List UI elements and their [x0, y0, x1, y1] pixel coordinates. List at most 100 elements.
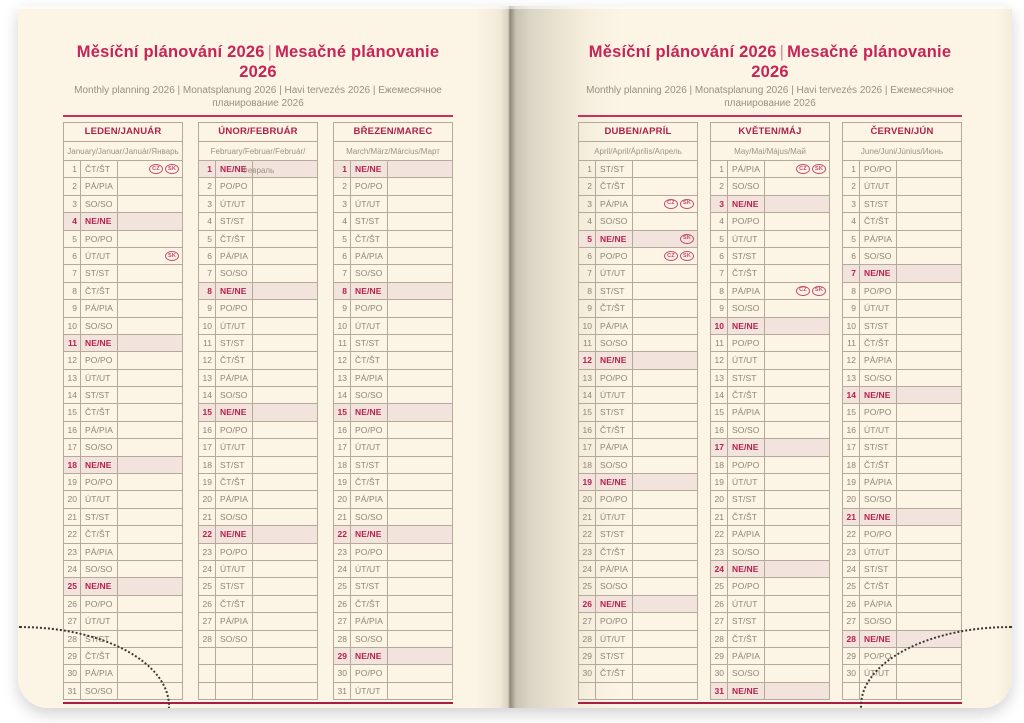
- weekday-label: ČT/ŠT: [860, 456, 897, 474]
- day-row: 3 SO/SO: [64, 195, 182, 214]
- weekday-label: ÚT/UT: [81, 247, 118, 265]
- day-number: 4: [199, 213, 216, 230]
- weekday-label: SO/SO: [351, 630, 388, 647]
- day-number: 16: [334, 421, 351, 439]
- notes-cell: CZ SK: [633, 248, 697, 264]
- notes-cell: [633, 335, 697, 351]
- notes-cell: [633, 318, 697, 334]
- weekday-label: ČT/ŠT: [728, 265, 765, 282]
- weekday-label: ÚT/UT: [216, 195, 253, 213]
- weekday-label: NE/NE: [596, 595, 633, 613]
- notes-cell: [897, 544, 961, 560]
- day-number: 2: [199, 178, 216, 195]
- notes-cell: [118, 526, 182, 542]
- day-row: 23 PO/PO: [199, 543, 317, 561]
- holiday-badge-cz: CZ: [664, 198, 678, 209]
- notes-cell: [118, 300, 182, 316]
- notes-cell: [897, 231, 961, 247]
- weekday-label: SO/SO: [728, 421, 765, 439]
- weekday-label: NE/NE: [728, 682, 765, 700]
- day-number: 28: [199, 630, 216, 647]
- header-rule: [578, 115, 962, 117]
- holiday-badge-cz: CZ: [796, 164, 810, 175]
- day-number: 3: [843, 195, 860, 213]
- notes-cell: [118, 352, 182, 368]
- notes-cell: [388, 474, 452, 490]
- weekday-label: ČT/ŠT: [216, 474, 253, 491]
- day-row: 12 PO/PO: [64, 352, 182, 370]
- weekday-label: ÚT/UT: [596, 508, 633, 526]
- weekday-label: SO/SO: [81, 560, 118, 578]
- notes-cell: [253, 387, 317, 403]
- day-row: 4 ST/ST: [199, 213, 317, 231]
- weekday-label: SO/SO: [81, 439, 118, 456]
- notes-cell: [633, 370, 697, 386]
- day-row: 7 ÚT/UT: [579, 265, 697, 283]
- weekday-label: PÁ/PIA: [351, 247, 388, 265]
- weekday-label: ČT/ŠT: [216, 595, 253, 613]
- day-number: 15: [64, 404, 81, 421]
- day-number: 16: [843, 421, 860, 439]
- day-row: 11 PO/PO: [711, 334, 829, 353]
- day-number: 4: [843, 213, 860, 230]
- day-number: 11: [579, 334, 596, 352]
- planner-spread: Měsíční plánování 2026 | Mesačné plánovani…: [18, 6, 1012, 708]
- day-row: 9 PO/PO: [334, 300, 452, 318]
- notes-cell: [118, 196, 182, 212]
- day-row: 10 ST/ST: [843, 317, 961, 335]
- day-number: 9: [334, 300, 351, 317]
- weekday-label: NE/NE: [860, 508, 897, 526]
- notes-cell: [897, 578, 961, 594]
- month-subtitle: May/Mai/Május/Май: [711, 142, 829, 161]
- notes-cell: [633, 387, 697, 403]
- weekday-label: ÚT/UT: [728, 230, 765, 247]
- notes-cell: [388, 561, 452, 577]
- day-row: 4 ČT/ŠT: [843, 213, 961, 231]
- weekday-label: NE/NE: [860, 630, 897, 647]
- day-number: 20: [199, 491, 216, 508]
- day-number: 27: [64, 613, 81, 630]
- day-number: 6: [334, 247, 351, 265]
- day-number: 14: [64, 387, 81, 404]
- day-row: 4 NE/NE: [64, 213, 182, 231]
- weekday-label: SO/SO: [860, 369, 897, 387]
- day-number: 1: [64, 161, 81, 178]
- day-number: 3: [334, 195, 351, 213]
- notes-cell: [253, 526, 317, 542]
- day-number: 10: [334, 317, 351, 334]
- day-number: 13: [843, 369, 860, 387]
- notes-cell: [118, 561, 182, 577]
- day-number: 17: [579, 439, 596, 456]
- notes-cell: [388, 439, 452, 455]
- weekday-label: SO/SO: [860, 613, 897, 630]
- notes-cell: [388, 178, 452, 194]
- day-number: 26: [711, 595, 728, 613]
- day-number: 11: [334, 334, 351, 352]
- day-number: 10: [711, 317, 728, 334]
- month-title: ČERVEN/JÚN: [843, 123, 961, 142]
- month-table: LEDEN/JANUÁR January/Januar/Január/Январь…: [63, 122, 183, 701]
- weekday-label: ST/ST: [596, 647, 633, 665]
- notes-cell: [388, 161, 452, 177]
- notes-cell: [388, 457, 452, 473]
- page-top-edge: [18, 6, 1012, 9]
- day-number: 7: [843, 265, 860, 282]
- day-number: 15: [579, 404, 596, 421]
- notes-cell: [765, 613, 829, 629]
- notes-cell: [633, 213, 697, 229]
- day-row: 20 SO/SO: [843, 491, 961, 509]
- holiday-badge-cz: CZ: [664, 251, 678, 262]
- notes-cell: [765, 335, 829, 351]
- day-row: 8 PÁ/PIA CZ SK: [711, 282, 829, 301]
- day-row: 24 PÁ/PIA: [579, 560, 697, 579]
- notes-cell: [633, 161, 697, 177]
- day-row: 2 PO/PO: [334, 178, 452, 196]
- notes-cell: [897, 370, 961, 386]
- weekday-label: ÚT/UT: [351, 317, 388, 334]
- notes-cell: [253, 213, 317, 229]
- day-row: 10 SO/SO: [64, 317, 182, 335]
- weekday-label: SO/SO: [216, 630, 253, 647]
- page-subtitle: Monthly planning 2026 | Monatsplanung 20…: [74, 85, 442, 109]
- weekday-label: PO/PO: [351, 300, 388, 317]
- day-row: 22 PÁ/PIA: [711, 526, 829, 544]
